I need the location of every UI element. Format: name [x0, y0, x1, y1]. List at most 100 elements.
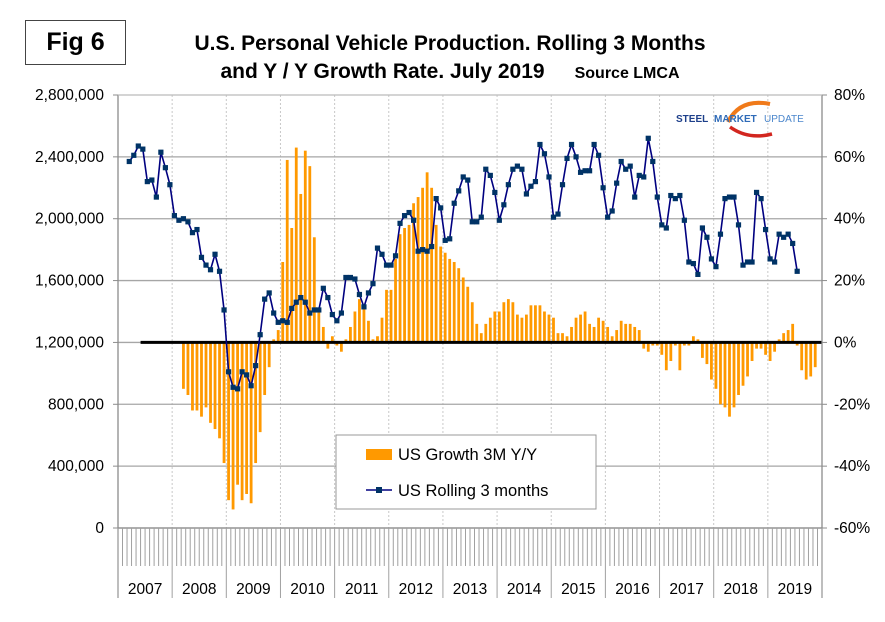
- rolling-marker: [365, 290, 372, 296]
- left-tick-label: 0: [95, 520, 104, 537]
- growth-bar: [547, 314, 551, 343]
- growth-bar: [714, 342, 718, 389]
- rolling-marker: [632, 194, 638, 200]
- rolling-marker: [465, 177, 471, 183]
- growth-bar: [452, 262, 456, 343]
- rolling-marker: [577, 169, 584, 175]
- left-tick-label: 2,400,000: [35, 149, 104, 166]
- growth-bar: [777, 339, 781, 343]
- rolling-marker: [541, 151, 548, 157]
- rolling-marker: [149, 177, 155, 183]
- rolling-marker: [483, 166, 489, 172]
- rolling-marker: [735, 222, 742, 228]
- rolling-marker: [135, 143, 141, 149]
- rolling-marker: [749, 259, 755, 265]
- figure-label: Fig 6: [25, 20, 126, 65]
- rolling-marker: [758, 196, 764, 202]
- growth-bar: [258, 342, 262, 433]
- growth-bar: [439, 246, 443, 343]
- growth-bar: [182, 342, 185, 389]
- rolling-marker: [131, 152, 137, 158]
- x-tick-label: 2013: [453, 581, 487, 598]
- right-tick-label: 40%: [834, 211, 865, 228]
- rolling-marker: [686, 259, 692, 265]
- rolling-marker: [654, 194, 660, 200]
- rolling-marker: [167, 182, 173, 188]
- growth-bar: [191, 342, 194, 411]
- rolling-marker: [586, 168, 593, 174]
- growth-bar: [786, 330, 790, 343]
- rolling-marker: [695, 271, 701, 277]
- growth-bar: [213, 342, 217, 430]
- rolling-marker: [271, 310, 277, 316]
- rolling-marker: [144, 179, 150, 185]
- growth-bar: [245, 342, 249, 494]
- left-tick-label: 800,000: [48, 396, 104, 413]
- growth-bar: [317, 308, 321, 343]
- rolling-marker: [487, 172, 493, 179]
- rolling-marker: [433, 196, 439, 202]
- rolling-marker: [280, 318, 286, 324]
- rolling-marker: [762, 226, 769, 233]
- rolling-marker: [469, 219, 475, 225]
- rolling-marker: [519, 166, 525, 172]
- growth-bar: [809, 342, 813, 377]
- growth-bar: [525, 314, 528, 343]
- rolling-marker: [659, 222, 665, 228]
- left-tick-label: 2,800,000: [35, 87, 104, 104]
- rolling-marker: [772, 259, 778, 265]
- growth-bar: [795, 342, 799, 346]
- growth-bar: [678, 342, 682, 371]
- growth-bar: [588, 323, 591, 343]
- growth-bar: [755, 342, 758, 349]
- growth-bar: [421, 187, 425, 343]
- x-tick-label: 2008: [182, 581, 216, 598]
- rolling-marker: [352, 276, 358, 282]
- growth-bar: [335, 342, 339, 346]
- rolling-marker: [623, 166, 629, 172]
- growth-bar: [732, 342, 736, 408]
- x-tick-label: 2014: [507, 581, 542, 598]
- growth-bar: [637, 330, 641, 343]
- growth-bar: [673, 342, 677, 346]
- growth-bar: [804, 342, 808, 380]
- growth-bar: [669, 342, 673, 361]
- rolling-marker: [207, 267, 214, 273]
- rolling-marker: [153, 194, 159, 200]
- rolling-marker: [343, 274, 349, 281]
- rolling-marker: [320, 285, 326, 291]
- growth-bar: [403, 227, 406, 343]
- rolling-marker: [785, 231, 791, 237]
- growth-bar: [358, 299, 361, 343]
- right-tick-label: -40%: [834, 458, 870, 475]
- rolling-marker: [645, 135, 651, 141]
- rolling-marker: [596, 152, 602, 158]
- growth-bar: [290, 227, 294, 343]
- left-axis-ticks: 0 400,000 800,000 1,200,000 1,600,000 2,000,0…: [35, 87, 118, 537]
- growth-bar: [502, 302, 506, 343]
- rolling-marker: [361, 304, 367, 310]
- growth-bar: [285, 159, 289, 343]
- growth-bar: [448, 258, 452, 343]
- rolling-marker: [262, 296, 268, 302]
- growth-bar: [321, 326, 325, 343]
- x-tick-label: 2009: [236, 581, 270, 598]
- growth-bar: [249, 342, 253, 504]
- rolling-marker: [140, 146, 146, 152]
- rolling-marker: [248, 383, 254, 389]
- rolling-marker: [401, 213, 408, 219]
- rolling-marker: [356, 291, 363, 298]
- rolling-marker: [740, 262, 746, 268]
- rolling-marker: [302, 299, 308, 305]
- rolling-marker: [253, 363, 259, 369]
- growth-bar: [691, 336, 695, 343]
- growth-bar: [701, 342, 704, 358]
- legend-marker-swatch: [376, 487, 382, 493]
- x-tick-label: 2015: [561, 581, 595, 598]
- rolling-marker: [722, 196, 728, 202]
- growth-bar: [240, 342, 244, 501]
- growth-bar: [579, 314, 582, 343]
- rolling-marker: [162, 165, 168, 171]
- rolling-marker: [627, 163, 633, 169]
